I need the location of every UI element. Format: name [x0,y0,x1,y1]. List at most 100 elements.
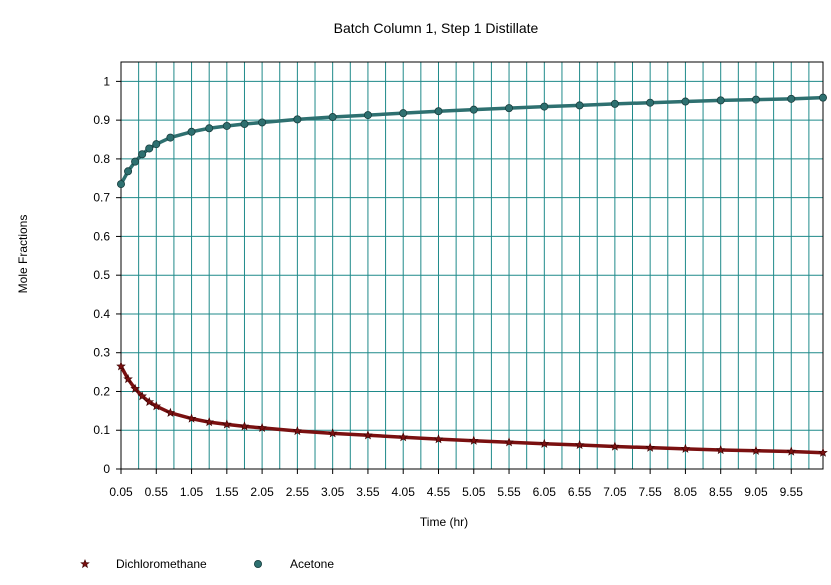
data-point-acetone [646,98,655,107]
data-point-acetone [152,140,161,149]
data-point-dichloromethane [786,446,797,456]
data-point-acetone [138,150,147,159]
data-point-acetone [166,133,175,142]
series-acetone [117,93,828,189]
data-point-acetone [681,97,690,106]
x-axis-label: Time (hr) [420,515,468,529]
plot-frame [120,61,824,470]
data-point-dichloromethane [239,421,250,431]
data-point-dichloromethane [539,438,550,448]
x-tick-label: 6.05 [533,485,557,499]
y-tick-label: 0 [103,462,110,476]
data-point-dichloromethane [468,435,479,445]
data-point-dichloromethane [818,447,828,457]
data-point-acetone [240,120,249,129]
data-point-dichloromethane [123,374,133,384]
data-point-acetone [751,95,760,104]
y-tick-label: 0.1 [93,423,110,437]
data-point-acetone [610,99,619,108]
data-point-dichloromethane [574,439,585,450]
data-point-acetone [540,102,549,111]
x-tick-label: 7.55 [638,485,662,499]
data-point-acetone [469,105,478,114]
data-point-dichloromethane [144,396,155,407]
x-tick-label: 2.55 [286,485,310,499]
y-tick-label: 0.6 [93,229,110,243]
legend: Dichloromethane Acetone [80,557,334,571]
data-point-acetone [187,127,196,136]
x-tick-label: 1.55 [215,485,239,499]
y-tick-label: 0.5 [93,268,110,282]
data-point-acetone [293,115,302,124]
chart-title: Batch Column 1, Step 1 Distillate [334,20,539,36]
data-point-acetone [575,101,584,110]
data-point-acetone [117,180,126,189]
x-tick-label: 7.05 [603,485,627,499]
data-point-dichloromethane [257,422,267,432]
legend-marker-acetone [253,560,262,569]
data-point-acetone [505,104,514,113]
data-point-dichloromethane [116,361,126,371]
x-tick-label: 4.55 [427,485,451,499]
data-point-acetone [434,107,443,116]
x-tick-label: 4.05 [392,485,416,499]
legend-marker-dichloromethane [80,558,90,569]
data-point-dichloromethane [433,434,444,444]
data-point-acetone [131,157,140,166]
y-tick-label: 0.2 [93,384,110,398]
data-point-dichloromethane [151,401,162,411]
legend-label-acetone: Acetone [290,557,334,571]
data-point-dichloromethane [186,413,197,423]
data-point-acetone [328,113,337,122]
y-axis-label: Mole Fractions [16,215,30,294]
data-point-dichloromethane [715,444,726,455]
x-tick-label: 0.05 [109,485,133,499]
data-point-dichloromethane [327,428,338,438]
data-point-dichloromethane [292,425,303,436]
x-tick-label: 1.05 [180,485,204,499]
legend-item-acetone: Acetone [253,557,334,571]
x-tick-label: 2.05 [250,485,274,499]
data-point-acetone [145,144,154,153]
data-point-acetone [205,124,214,133]
data-point-dichloromethane [645,442,655,452]
data-point-dichloromethane [751,445,761,455]
x-tick-label: 5.05 [462,485,486,499]
x-tick-label: 9.55 [780,485,804,499]
data-point-dichloromethane [130,383,140,393]
x-tick-label: 3.05 [321,485,345,499]
x-tick-label: 9.05 [744,485,768,499]
data-point-dichloromethane [363,430,373,440]
data-point-acetone [363,111,372,120]
x-tick-label: 8.55 [709,485,733,499]
data-point-acetone [716,96,725,105]
data-point-dichloromethane [204,417,214,427]
axes: 0 0.1 0.2 0.3 0.4 0.5 0.6 0.7 0.8 0.9 1 0.05 0.55 1.0… [93,61,824,499]
data-point-dichloromethane [165,407,176,417]
data-point-dichloromethane [680,443,691,453]
data-point-dichloromethane [137,391,147,401]
x-tick-label: 5.55 [497,485,521,499]
x-tick-label: 3.55 [356,485,380,499]
y-tick-label: 0.8 [93,152,110,166]
data-point-dichloromethane [504,437,514,447]
x-tick-label: 6.55 [568,485,592,499]
legend-item-dichloromethane: Dichloromethane [80,557,207,571]
y-tick-label: 0.3 [93,346,110,360]
y-tick-label: 0.4 [93,307,110,321]
data-point-acetone [819,93,828,102]
data-point-acetone [222,121,231,130]
legend-label-dichloromethane: Dichloromethane [116,557,207,571]
series-dichloromethane [116,361,828,457]
y-tick-label: 1 [103,74,110,88]
x-tick-label: 0.55 [145,485,169,499]
data-point-dichloromethane [610,441,620,451]
data-point-dichloromethane [222,419,232,429]
data-point-acetone [124,167,133,176]
data-point-dichloromethane [398,432,409,442]
data-point-acetone [399,109,408,118]
y-tick-label: 0.7 [93,191,110,205]
data-point-acetone [258,118,267,127]
series-line-dichloromethane [119,365,824,455]
